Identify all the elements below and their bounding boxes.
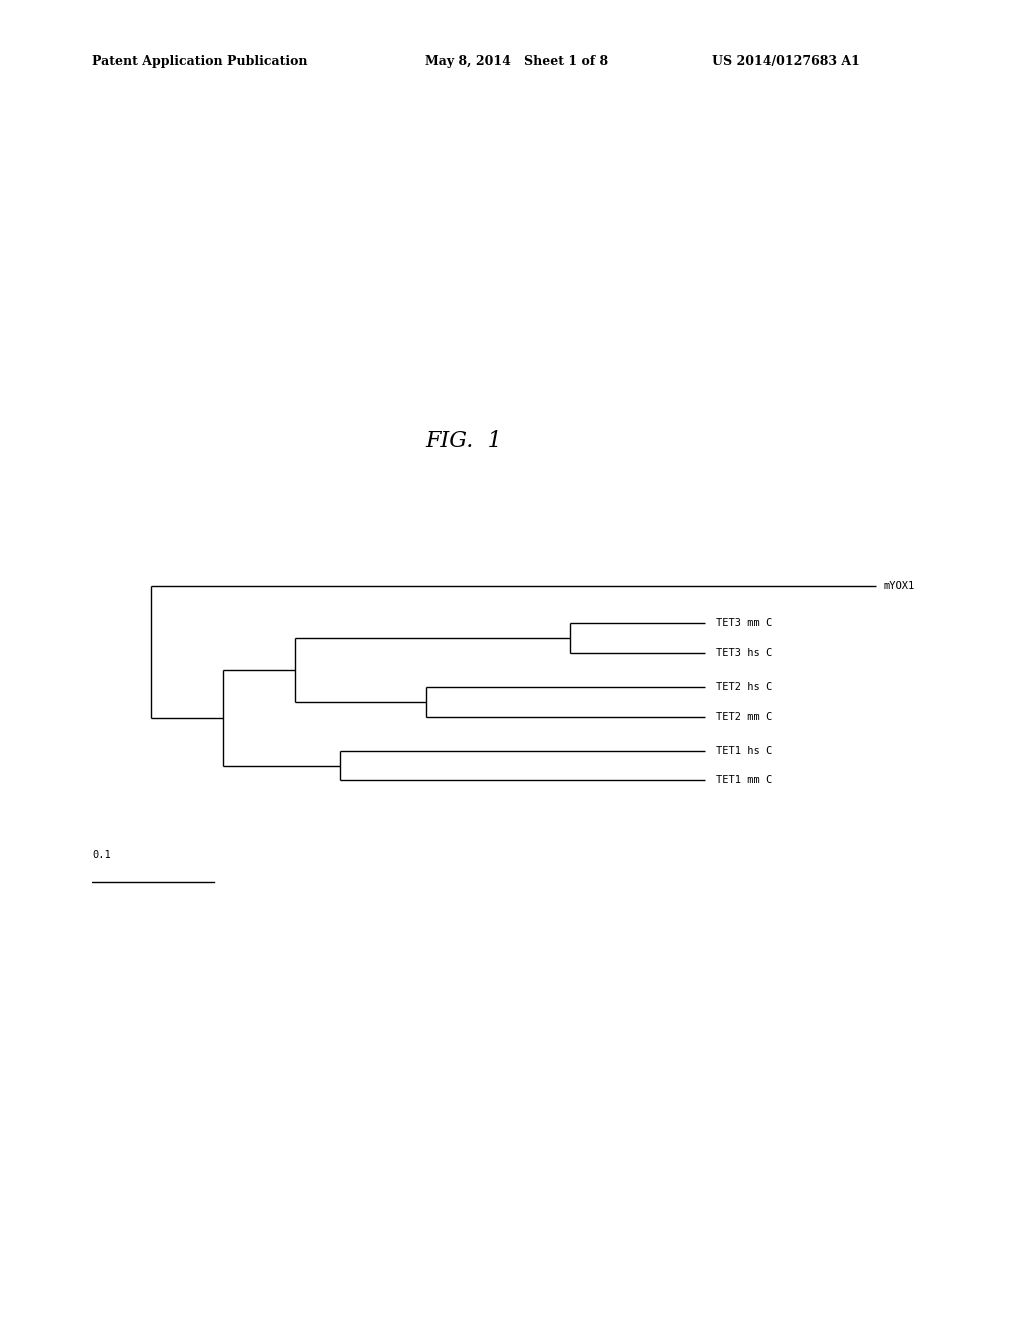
Text: TET2 hs C: TET2 hs C	[716, 682, 772, 692]
Text: TET2 mm C: TET2 mm C	[716, 711, 772, 722]
Text: FIG.  1: FIG. 1	[425, 430, 502, 453]
Text: Patent Application Publication: Patent Application Publication	[92, 55, 307, 69]
Text: mYOX1: mYOX1	[884, 581, 914, 591]
Text: TET1 mm C: TET1 mm C	[716, 775, 772, 785]
Text: May 8, 2014   Sheet 1 of 8: May 8, 2014 Sheet 1 of 8	[425, 55, 608, 69]
Text: TET1 hs C: TET1 hs C	[716, 746, 772, 755]
Text: TET3 mm C: TET3 mm C	[716, 618, 772, 628]
Text: TET3 hs C: TET3 hs C	[716, 648, 772, 657]
Text: 0.1: 0.1	[92, 850, 111, 861]
Text: US 2014/0127683 A1: US 2014/0127683 A1	[712, 55, 859, 69]
